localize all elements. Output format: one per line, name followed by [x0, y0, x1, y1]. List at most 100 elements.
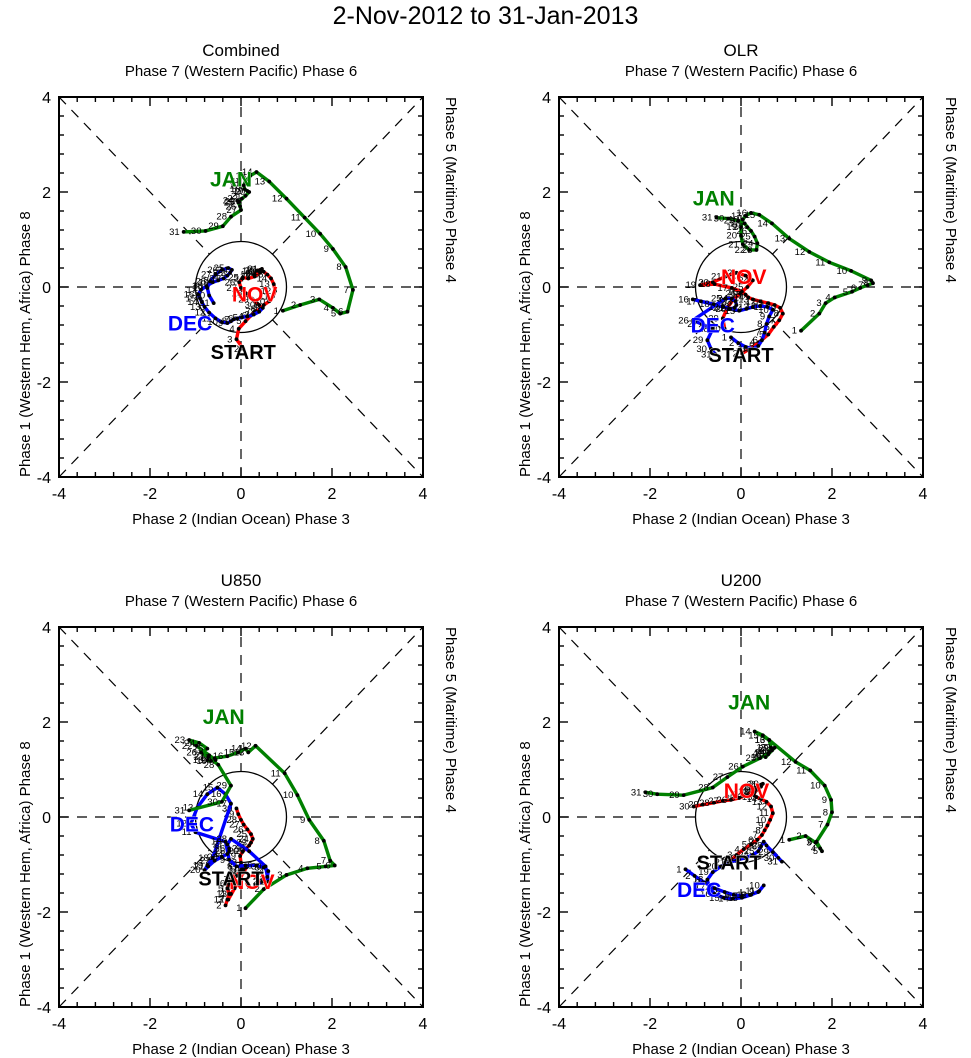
day-marker — [755, 785, 760, 790]
day-marker — [732, 306, 737, 310]
day-marker — [223, 839, 228, 844]
day-marker — [284, 196, 289, 201]
day-marker — [767, 750, 772, 755]
day-label: 29 — [669, 790, 680, 801]
day-label: 18 — [700, 279, 711, 290]
day-marker — [725, 775, 730, 779]
day-label: 10 — [229, 864, 240, 875]
day-label: 1 — [254, 303, 259, 314]
day-marker — [198, 296, 202, 301]
day-label: 29 — [216, 781, 227, 792]
day-marker — [318, 231, 323, 236]
day-marker — [203, 229, 208, 233]
day-marker — [709, 346, 713, 351]
day-label: 15 — [745, 210, 756, 221]
day-label: 31 — [169, 227, 180, 238]
day-label: 20 — [706, 861, 717, 872]
day-label: 16 — [755, 735, 766, 746]
day-marker — [766, 301, 771, 306]
day-marker — [777, 318, 782, 323]
day-marker — [238, 854, 242, 858]
day-marker — [820, 849, 824, 854]
day-marker — [759, 844, 763, 849]
day-label: 11 — [754, 298, 764, 309]
day-label: 27 — [226, 205, 237, 216]
day-label: 15 — [748, 730, 759, 741]
day-label: 29 — [238, 294, 249, 305]
day-marker — [240, 196, 244, 201]
day-label: 8 — [227, 861, 232, 872]
day-label: 22 — [735, 245, 746, 256]
day-label: 17 — [186, 285, 197, 296]
month-label-jan: JAN — [728, 692, 770, 715]
day-label: 31 — [702, 213, 713, 224]
day-label: 17 — [229, 180, 240, 191]
ytick-label: -4 — [537, 1000, 551, 1017]
diagonal-sw-ne — [58, 626, 424, 1008]
day-label: 16 — [700, 889, 711, 900]
day-marker — [705, 877, 710, 882]
day-label: 25 — [215, 846, 226, 857]
day-label: 8 — [774, 309, 779, 320]
day-label: 28 — [752, 841, 763, 852]
day-marker — [225, 754, 230, 759]
day-label: 2 — [291, 300, 296, 311]
day-marker — [764, 322, 769, 326]
day-label: 11 — [271, 768, 281, 779]
day-label: 21 — [711, 272, 722, 283]
month-label-dec: DEC — [170, 813, 214, 836]
day-marker — [199, 287, 203, 292]
day-label: 23 — [742, 245, 753, 256]
day-label: 7 — [245, 307, 250, 318]
day-label: 17 — [717, 283, 728, 294]
day-marker — [745, 285, 750, 289]
day-marker — [760, 733, 765, 738]
day-label: 18 — [693, 875, 704, 886]
day-label: 13 — [216, 889, 227, 900]
day-label: 5 — [742, 840, 747, 851]
day-label: 30 — [764, 853, 775, 864]
day-marker — [216, 762, 221, 767]
day-label: 28 — [216, 212, 227, 223]
day-marker — [736, 218, 741, 223]
day-label: 11 — [202, 313, 212, 324]
diagonal-sw-ne — [558, 626, 924, 1008]
day-label: 29 — [235, 846, 246, 857]
day-label: 4 — [811, 843, 816, 854]
day-marker — [832, 295, 837, 300]
day-marker — [298, 303, 303, 307]
day-marker — [726, 216, 731, 221]
series-dec: 1234567891011121314151617181920212223242… — [676, 837, 784, 905]
day-marker — [228, 270, 232, 275]
day-label: 27 — [226, 283, 237, 294]
day-label: 30 — [710, 324, 721, 335]
day-marker — [759, 782, 763, 787]
day-label: 12 — [781, 757, 792, 768]
day-label: 24 — [223, 196, 234, 207]
day-label: 1 — [792, 326, 797, 337]
xtick-label: 2 — [828, 486, 837, 503]
day-marker — [213, 272, 218, 277]
day-marker — [710, 326, 715, 331]
day-label: 14 — [231, 744, 242, 755]
day-label: 19 — [698, 867, 709, 878]
day-label: 17 — [216, 799, 227, 810]
xtick-label: 4 — [919, 486, 928, 503]
day-label: 14 — [187, 297, 198, 308]
day-marker — [737, 796, 742, 800]
month-label-jan: JAN — [203, 706, 245, 729]
day-marker — [850, 289, 854, 294]
day-label: 16 — [213, 751, 224, 762]
day-label: 21 — [195, 750, 206, 761]
ytick-label: -2 — [37, 375, 51, 392]
day-label: 28 — [216, 834, 227, 845]
day-marker — [758, 756, 763, 760]
day-marker — [266, 879, 271, 884]
day-label: 16 — [678, 294, 689, 305]
day-marker — [807, 249, 812, 254]
day-marker — [740, 895, 744, 900]
day-marker — [737, 308, 742, 313]
day-label: 11 — [815, 257, 825, 268]
ticks-u850 — [58, 626, 424, 1008]
